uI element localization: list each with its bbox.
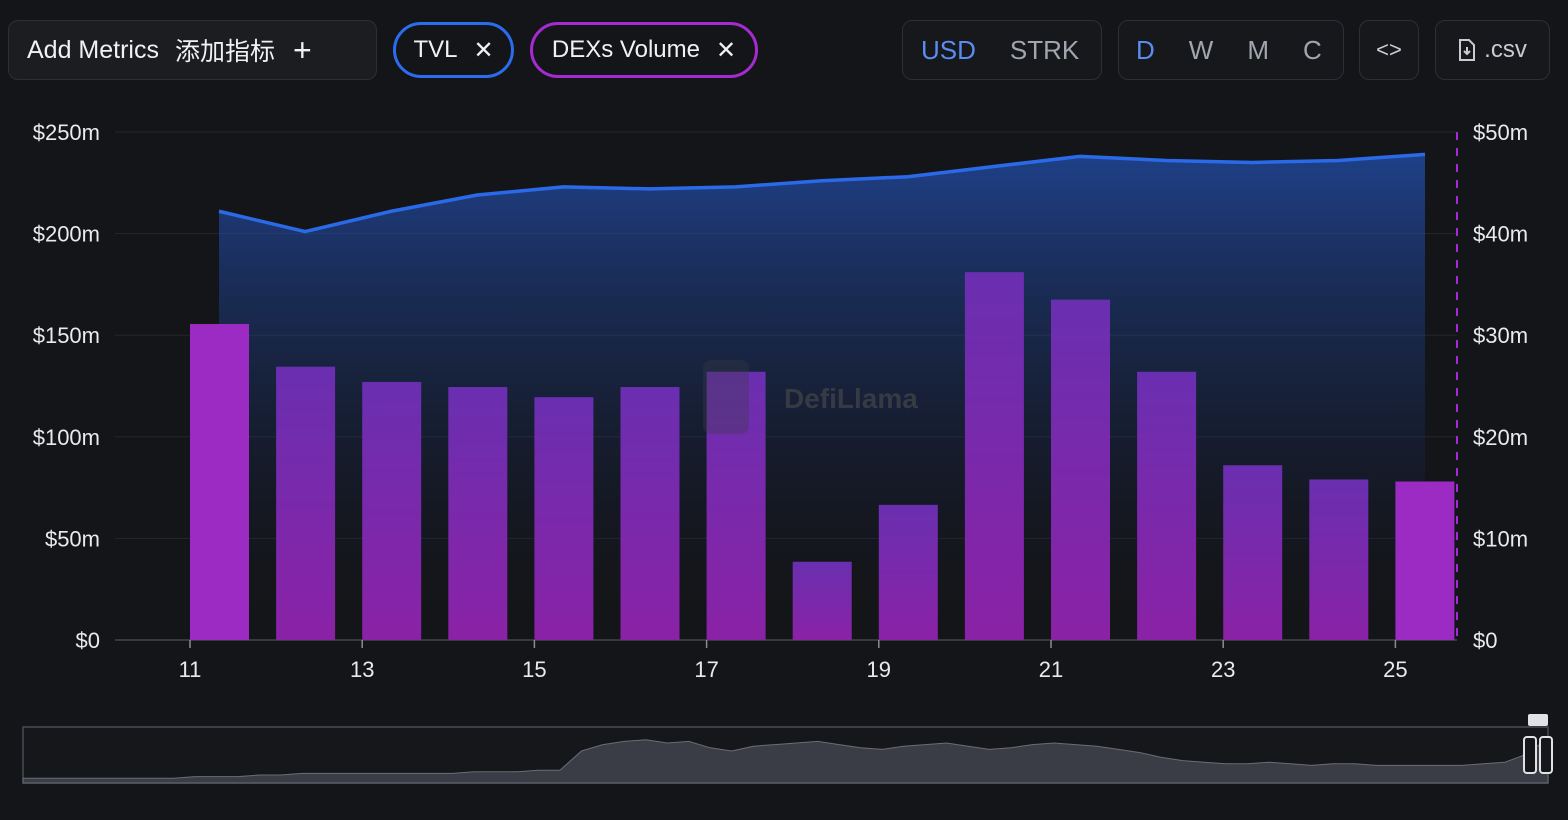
file-download-icon [1459, 39, 1476, 61]
tvl-tag-label: TVL [413, 36, 458, 63]
dex-volume-bar [276, 366, 336, 640]
y-left-tick-label: $0 [76, 628, 100, 653]
navigator-right-handle [1539, 736, 1553, 774]
period-daily-option[interactable]: D [1136, 34, 1155, 65]
x-tick-label: 25 [1383, 657, 1407, 682]
y-right-tick-label: $50m [1473, 120, 1528, 145]
x-tick-label: 21 [1039, 657, 1063, 682]
embed-button[interactable]: <> [1359, 20, 1419, 80]
currency-toggle: USD STRK [902, 20, 1102, 80]
y-left-tick-label: $100m [33, 425, 100, 450]
range-navigator[interactable] [22, 714, 1553, 784]
y-left-tick-label: $150m [33, 323, 100, 348]
x-tick-label: 23 [1211, 657, 1235, 682]
dex-volume-bar [964, 272, 1024, 640]
y-right-tick-label: $30m [1473, 323, 1528, 348]
close-icon[interactable]: ✕ [473, 36, 494, 64]
dex-volume-bar [706, 371, 766, 640]
dex-volume-bar [362, 381, 422, 640]
tvl-metric-tag[interactable]: TVL ✕ [393, 22, 514, 78]
y-right-tick-label: $40m [1473, 222, 1528, 247]
y-left-tick-label: $50m [45, 526, 100, 551]
dex-volume-bar [190, 324, 249, 640]
dex-volume-bar [534, 397, 594, 640]
navigator-area [22, 737, 1549, 784]
currency-usd-option[interactable]: USD [921, 34, 976, 65]
period-toggle: D W M C [1118, 20, 1344, 80]
plus-icon: + [293, 32, 312, 68]
dexs-volume-metric-tag[interactable]: DEXs Volume ✕ [530, 22, 758, 78]
csv-label: .csv [1484, 36, 1527, 63]
tvl-line-series [218, 152, 1426, 234]
dex-volume-bar [1051, 299, 1110, 640]
code-brackets-icon: <> [1376, 37, 1402, 62]
dex-volume-bar [620, 387, 680, 640]
add-metrics-button[interactable]: Add Metrics 添加指标 + [8, 20, 377, 80]
download-csv-button[interactable]: .csv [1435, 20, 1550, 80]
defillama-watermark: DefiLlama [703, 360, 918, 434]
x-tick-label: 11 [179, 657, 202, 682]
x-tick-label: 13 [350, 657, 374, 682]
dex-volume-bar [1137, 371, 1197, 640]
add-metrics-cn-label: 添加指标 [174, 38, 275, 66]
y-left-tick-label: $250m [33, 120, 100, 145]
period-cumulative-option[interactable]: C [1303, 34, 1322, 65]
dex-volume-bar [792, 561, 852, 640]
tvl-area [219, 154, 1425, 641]
navigator-grip-icon [1528, 714, 1548, 726]
y-right-tick-label: $0 [1473, 628, 1497, 653]
y-left-tick-label: $200m [33, 222, 100, 247]
tvl-area-series [219, 154, 1425, 641]
dex-volume-bar [878, 504, 938, 640]
y-right-tick-label: $10m [1473, 526, 1528, 551]
y-right-tick-label: $20m [1473, 425, 1528, 450]
period-weekly-option[interactable]: W [1188, 34, 1214, 65]
dexs-volume-tag-label: DEXs Volume [551, 36, 700, 63]
axes: $0 $50m $100m $150m $200m $250m $0 $10m $20m $30m… [33, 120, 1528, 682]
close-icon[interactable]: ✕ [715, 36, 737, 64]
watermark-text: DefiLlama [784, 383, 918, 414]
add-metrics-label: Add Metrics [27, 35, 159, 64]
dexs-volume-bar-series [190, 272, 1455, 640]
x-tick-label: 17 [694, 657, 718, 682]
dex-volume-bar [1223, 465, 1283, 640]
navigator-left-handle [1523, 736, 1537, 774]
x-tick-label: 15 [522, 657, 546, 682]
x-tick-label: 19 [867, 657, 891, 682]
period-monthly-option[interactable]: M [1247, 34, 1269, 65]
dex-volume-bar [1395, 481, 1455, 640]
dex-volume-bar [448, 387, 508, 640]
currency-strk-option[interactable]: STRK [1009, 34, 1080, 65]
dex-volume-bar [1309, 479, 1369, 640]
